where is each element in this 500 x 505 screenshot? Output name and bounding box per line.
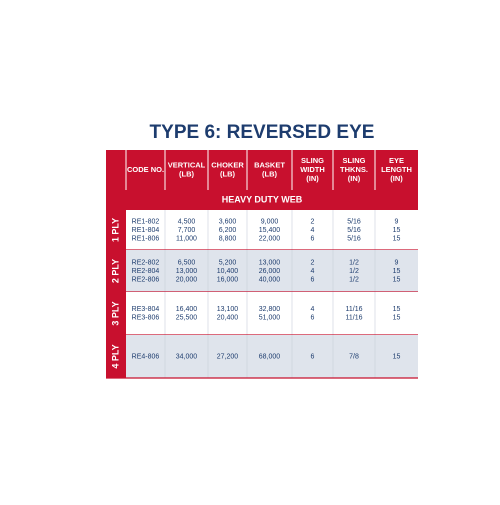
ply-cell [106,250,126,292]
cell: 8,800 [219,235,237,242]
cell: 22,000 [259,235,281,242]
cell: 4 [311,306,315,313]
column-header: EYE [389,156,404,165]
cell: 13,100 [217,306,239,313]
section-title: HEAVY DUTY WEB [222,194,303,204]
cell: 6 [311,276,315,283]
cell: 15,400 [259,227,281,234]
cell: 68,000 [259,353,281,360]
column-header: SLING [301,156,324,165]
cell: 5,200 [219,259,237,266]
cell: 6 [311,235,315,242]
cell: 7/8 [349,353,359,360]
cell: 13,000 [259,259,281,266]
cell: 11/16 [346,315,363,322]
ply-cell [106,292,126,335]
column-header: LENGTH [381,165,412,174]
cell: 7,700 [178,227,196,234]
cell: 2 [311,218,315,225]
cell: 9 [395,259,399,266]
cell: RE2-806 [132,276,160,283]
cell: 4,500 [178,218,196,225]
cell: RE1-802 [132,218,160,225]
cell: 25,500 [176,315,198,322]
cell: 11/16 [346,306,363,313]
column-header: (IN) [306,174,319,183]
cell: 9 [395,218,399,225]
column-header: THKNS. [340,165,368,174]
column-header: SLING [343,156,366,165]
column-header: CODE NO. [127,165,164,174]
cell: 15 [393,227,401,234]
title: TYPE 6: REVERSED EYE [150,122,375,143]
cell: 4 [311,268,315,275]
column-header: (LB) [220,169,235,178]
column-header: WIDTH [300,165,325,174]
cell: 34,000 [176,353,198,360]
cell: 13,000 [176,268,198,275]
ply-label: 1 PLY [110,218,120,242]
cell: 15 [393,276,401,283]
cell: 26,000 [259,268,281,275]
cell: 15 [393,268,401,275]
cell: 15 [393,235,401,242]
cell: 20,000 [176,276,198,283]
cell: 6,500 [178,259,196,266]
cell: 6 [311,315,315,322]
cell: 40,000 [259,276,281,283]
cell: RE3-806 [132,315,160,322]
cell: 2 [311,259,315,266]
group-band [126,335,418,378]
cell: 1/2 [349,259,359,266]
cell: 11,000 [176,235,197,242]
cell: 1/2 [349,276,359,283]
cell: 5/16 [347,235,361,242]
group-band [126,210,418,250]
cell: 5/16 [347,218,361,225]
cell: 6,200 [219,227,237,234]
column-header: BASKET [254,160,285,169]
cell: RE3-804 [132,306,160,313]
column-header: (IN) [348,174,361,183]
cell: 15 [393,353,401,360]
cell: 5/16 [347,227,361,234]
group-band [126,292,418,335]
cell: RE2-804 [132,268,160,275]
cell: RE1-806 [132,235,160,242]
section-row [106,190,418,210]
ply-label: 2 PLY [110,259,120,283]
ply-label: 3 PLY [110,301,120,325]
column-header: (LB) [262,169,277,178]
cell: 6 [311,353,315,360]
cell: RE4-806 [132,353,160,360]
cell: 20,400 [217,315,239,322]
cell: 3,600 [219,218,237,225]
cell: 15 [393,306,401,313]
cell: 32,800 [259,306,281,313]
ply-cell [106,210,126,250]
group-band [126,250,418,292]
column-header: (IN) [390,174,403,183]
column-header: (LB) [179,169,194,178]
ply-label: 4 PLY [110,344,120,368]
cell: 27,200 [217,353,239,360]
cell: RE1-804 [132,227,160,234]
cell: 9,000 [261,218,279,225]
cell: 15 [393,315,401,322]
column-header: VERTICAL [168,160,206,169]
cell: 16,400 [176,306,198,313]
cell: 10,400 [217,268,239,275]
cell: 51,000 [259,315,281,322]
cell: 4 [311,227,315,234]
column-header: CHOKER [211,160,244,169]
cell: 1/2 [349,268,359,275]
header-row [106,150,418,190]
ply-cell [106,335,126,378]
cell: 16,000 [217,276,239,283]
cell: RE2-802 [132,259,160,266]
